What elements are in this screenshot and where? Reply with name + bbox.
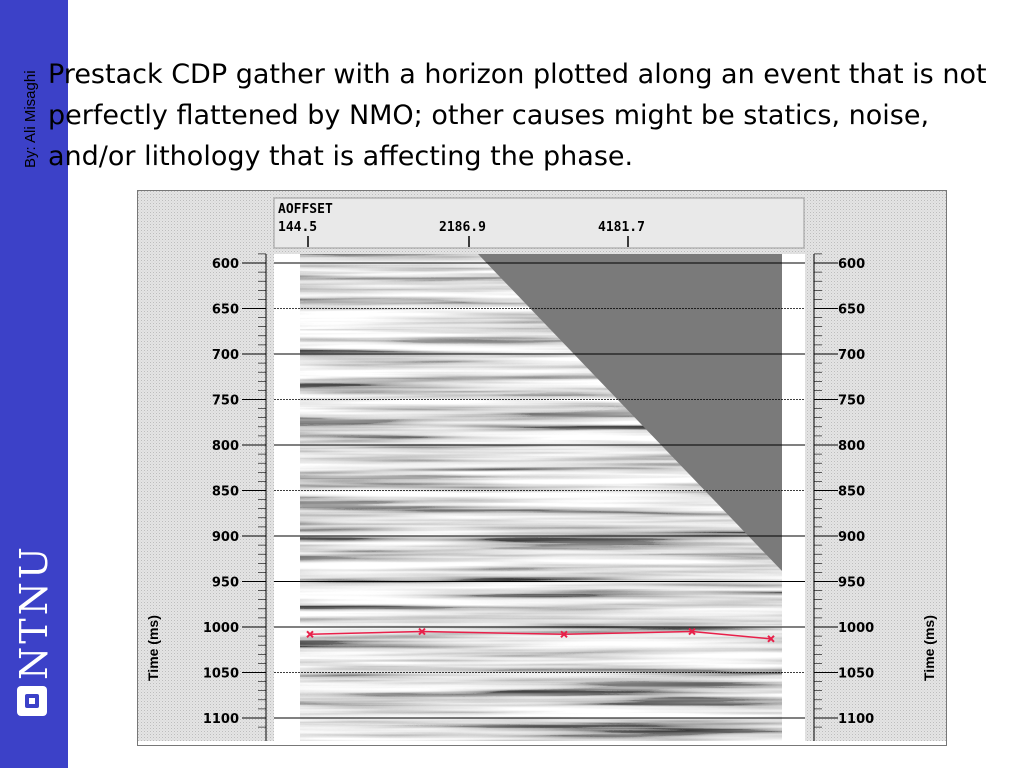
horizon-pick-marker	[306, 630, 314, 638]
time-axis-title-left: Time (ms)	[145, 615, 161, 681]
time-tick-label-right: 1100	[838, 712, 874, 727]
offset-label: 4181.7	[598, 220, 645, 235]
muted-zone	[478, 254, 782, 571]
header-panel	[273, 197, 805, 249]
horizon-pick-marker	[560, 630, 568, 638]
ntnu-logo-text: NTNU	[12, 544, 56, 680]
time-tick-label-right: 750	[838, 394, 865, 409]
time-axis-title-right: Time (ms)	[921, 615, 937, 681]
time-tick-label-right: 850	[838, 485, 865, 500]
time-tick-label-right: 950	[838, 576, 865, 591]
seismic-gather-plot: AOFFSET 144.5 2186.9 4181.7 600 600 650 650 70…	[138, 191, 946, 744]
slide-caption: Prestack CDP gather with a horizon plott…	[48, 59, 987, 172]
time-tick-label-left: 700	[212, 348, 239, 363]
seismic-figure: AOFFSET 144.5 2186.9 4181.7 600 600 650 650 70…	[137, 190, 947, 746]
header-label: AOFFSET	[278, 202, 333, 217]
horizon-pick-marker	[688, 627, 696, 636]
offset-label: 144.5	[278, 220, 317, 235]
time-tick-label-right: 800	[838, 439, 865, 454]
sidebar: By: Ali Misaghi NTNU	[0, 0, 68, 768]
time-tick-label-right: 650	[838, 303, 865, 318]
time-tick-label-left: 850	[212, 485, 239, 500]
time-tick-label-left: 950	[212, 576, 239, 591]
time-tick-label-right: 900	[838, 530, 865, 545]
horizon-pick-marker	[418, 627, 426, 636]
time-tick-label-right: 700	[838, 348, 865, 363]
time-axis: 600 600 650 650 700 700 750 750 800 800 850 850 900 9…	[203, 253, 874, 744]
time-tick-label-left: 600	[212, 257, 239, 272]
time-tick-label-left: 900	[212, 530, 239, 545]
time-tick-label-left: 1000	[203, 621, 239, 636]
seismic-traces	[300, 254, 782, 744]
time-tick-label-left: 1050	[203, 667, 239, 682]
time-tick-label-left: 750	[212, 394, 239, 409]
time-tick-label-right: 1000	[838, 621, 874, 636]
time-tick-label-left: 1100	[203, 712, 239, 727]
time-tick-label-right: 600	[838, 257, 865, 272]
time-tick-label-left: 650	[212, 303, 239, 318]
horizon-picks	[306, 627, 775, 643]
offset-ticks: 144.5 2186.9 4181.7	[278, 220, 645, 247]
author-credit: By: Ali Misaghi	[22, 70, 39, 168]
time-tick-label-right: 1050	[838, 667, 874, 682]
horizon-pick-marker	[767, 635, 775, 643]
offset-label: 2186.9	[439, 220, 486, 235]
ntnu-logo-icon	[17, 686, 47, 716]
time-tick-label-left: 800	[212, 439, 239, 454]
